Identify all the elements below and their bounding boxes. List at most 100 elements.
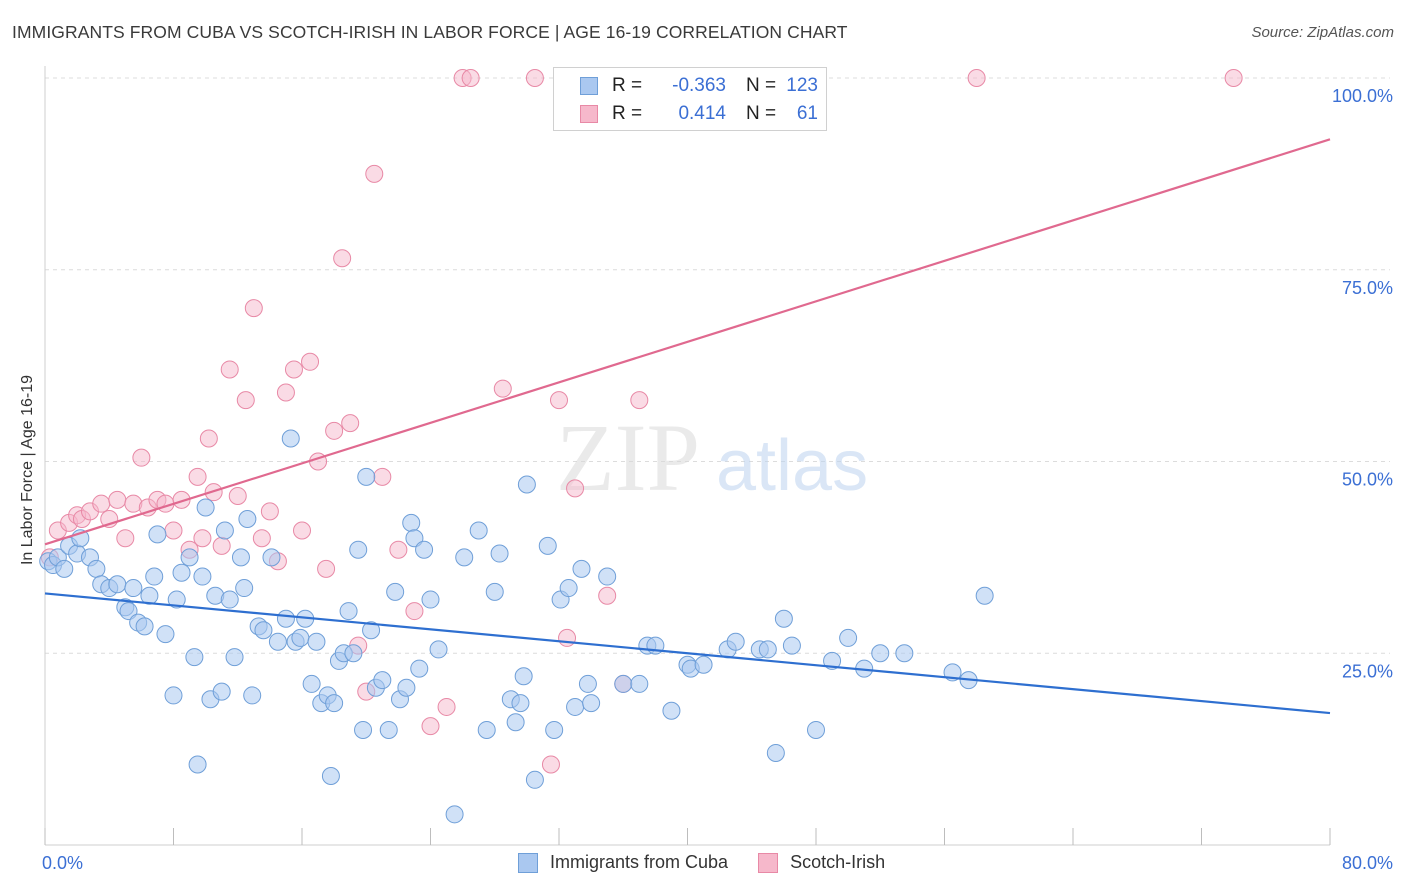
scotch-irish-point xyxy=(92,494,111,513)
legend-r-label: R = xyxy=(612,103,643,124)
cuba-point xyxy=(514,667,533,686)
cuba-point xyxy=(429,640,448,659)
cuba-point xyxy=(415,540,434,559)
cuba-point xyxy=(87,559,106,578)
cuba-point xyxy=(307,632,326,651)
legend-n-value: 61 xyxy=(796,103,818,124)
scotch-irish-point xyxy=(1224,69,1243,87)
cuba-point xyxy=(598,567,617,586)
scotch-irish-point xyxy=(550,391,568,410)
x-tick-label: 0.0% xyxy=(42,853,83,873)
cuba-point xyxy=(578,674,597,693)
cuba-point xyxy=(545,720,564,739)
cuba-point xyxy=(268,632,287,651)
scotch-irish-point xyxy=(967,69,986,87)
scotch-irish-point xyxy=(276,383,295,402)
scotch-irish-points xyxy=(40,69,1243,774)
cuba-point xyxy=(566,697,585,716)
cuba-point xyxy=(485,582,504,601)
legend-swatch-pink xyxy=(580,105,598,123)
cuba-point xyxy=(694,655,713,674)
cuba-point xyxy=(164,686,183,705)
cuba-point xyxy=(614,674,633,693)
cuba-point xyxy=(325,694,344,713)
cuba-point xyxy=(871,644,890,663)
scotch-irish-point xyxy=(598,586,617,605)
cuba-point xyxy=(469,521,488,540)
cuba-point xyxy=(302,674,321,693)
cuba-point xyxy=(349,540,368,559)
cuba-point xyxy=(895,644,914,663)
legend-n-label: N = xyxy=(746,103,777,124)
cuba-point xyxy=(243,686,262,705)
cuba-point xyxy=(145,567,164,586)
scotch-irish-point xyxy=(373,467,392,486)
cuba-point xyxy=(321,766,340,785)
legend-swatch-blue xyxy=(518,852,538,873)
cuba-point xyxy=(172,563,191,582)
legend-row-cuba: R = -0.363 N = 123 xyxy=(554,72,818,100)
cuba-point xyxy=(119,602,138,621)
cuba-point xyxy=(357,467,376,486)
scotch-irish-point xyxy=(284,360,303,379)
scotch-irish-point xyxy=(260,502,279,521)
scotch-irish-point xyxy=(132,448,151,467)
scotch-irish-point xyxy=(301,352,320,371)
cuba-point xyxy=(405,529,424,548)
cuba-point xyxy=(212,682,231,701)
y-tick-label: 25.0% xyxy=(1342,661,1393,681)
axes xyxy=(44,66,1331,846)
scotch-irish-point xyxy=(421,717,440,736)
scotch-irish-point xyxy=(325,421,344,440)
cuba-point xyxy=(55,559,74,578)
trend-lines xyxy=(44,138,1331,715)
legend-item-scotch-irish: Scotch-Irish xyxy=(758,852,885,873)
cuba-point xyxy=(490,544,509,563)
scotch-irish-point xyxy=(525,69,544,87)
cuba-point xyxy=(196,498,215,517)
cuba-point xyxy=(506,713,525,732)
series-legend: Immigrants from Cuba Scotch-Irish xyxy=(518,852,915,873)
cuba-point xyxy=(511,694,530,713)
cuba-point xyxy=(386,582,405,601)
grid-lines xyxy=(45,77,1390,654)
cuba-point xyxy=(774,609,793,628)
scotch-irish-point xyxy=(252,529,271,548)
cuba-point xyxy=(726,632,745,651)
cuba-point xyxy=(559,579,578,598)
cuba-point xyxy=(839,628,858,647)
cuba-point xyxy=(379,720,398,739)
legend-item-cuba: Immigrants from Cuba xyxy=(518,852,728,873)
scotch-irish-point xyxy=(116,529,135,548)
scotch-irish-point xyxy=(164,521,183,540)
cuba-point xyxy=(766,743,785,762)
cuba-point xyxy=(276,609,295,628)
cuba-point xyxy=(445,805,464,824)
scotch-irish-point xyxy=(558,628,577,647)
tick-labels: 25.0% 50.0% 75.0% 100.0% 0.0% 80.0% xyxy=(42,86,1393,873)
y-tick-label: 100.0% xyxy=(1332,86,1393,106)
cuba-point xyxy=(421,590,440,609)
cuba-point xyxy=(193,567,212,586)
cuba-point xyxy=(455,548,474,567)
scotch-irish-point xyxy=(365,164,384,183)
cuba-point xyxy=(185,648,204,667)
legend-label-scotch-irish: Scotch-Irish xyxy=(790,852,886,872)
cuba-point xyxy=(373,671,392,690)
scotch-irish-point xyxy=(333,249,352,268)
cuba-point xyxy=(538,536,557,555)
chart-title: IMMIGRANTS FROM CUBA VS SCOTCH-IRISH IN … xyxy=(12,22,848,42)
cuba-point xyxy=(188,755,207,774)
scotch-irish-point xyxy=(220,360,239,379)
scotch-irish-point xyxy=(172,490,191,509)
watermark-atlas: atlas xyxy=(716,426,868,506)
scotch-irish-point xyxy=(405,602,424,621)
cuba-point xyxy=(823,651,842,670)
legend-n-label: N = xyxy=(746,75,777,96)
cuba-point xyxy=(582,694,601,713)
cuba-point xyxy=(180,548,199,567)
cuba-point xyxy=(254,621,273,640)
y-tick-label: 50.0% xyxy=(1342,470,1393,490)
legend-swatch-blue xyxy=(580,77,598,95)
